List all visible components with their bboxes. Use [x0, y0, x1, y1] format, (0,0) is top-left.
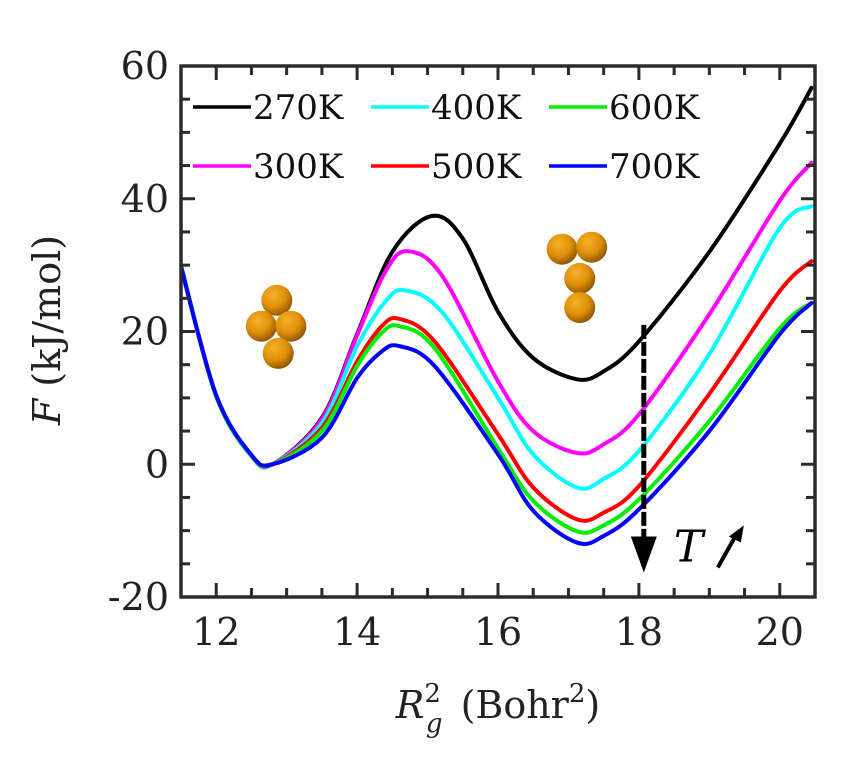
atom-sphere	[576, 231, 608, 263]
atom-sphere	[564, 262, 596, 294]
y-axis-unit: (kJ/mol)	[25, 235, 69, 387]
up-right-arrow-shaft	[716, 534, 738, 569]
cluster-images	[245, 231, 608, 369]
series-line-700K	[181, 264, 814, 547]
x-axis-unit-close: )	[585, 683, 600, 727]
tick-labels: 12 14 16 18 20 -20 0 20 40 60	[108, 44, 804, 654]
legend-item-700K: 700K	[549, 147, 700, 187]
legend-item-270K: 270K	[193, 88, 344, 128]
plot-frame	[179, 64, 817, 599]
x-tick-label: 14	[333, 610, 381, 654]
atom-sphere	[275, 310, 307, 342]
x-axis-subscript: g	[426, 709, 443, 739]
atom-sphere	[564, 292, 596, 324]
x-tick-label: 20	[756, 610, 804, 654]
atom-sphere	[262, 337, 294, 369]
atom-sphere	[546, 233, 578, 265]
x-tick-label: 18	[615, 610, 663, 654]
temperature-annotation: T	[630, 324, 744, 573]
y-axis-symbol: F	[25, 397, 69, 426]
legend-label: 400K	[431, 88, 522, 128]
legend-label: 300K	[253, 147, 344, 187]
legend-label: 500K	[431, 147, 522, 187]
temperature-label: T	[674, 521, 707, 572]
series-lines	[181, 85, 814, 547]
x-tick-label: 12	[192, 610, 240, 654]
legend-item-500K: 500K	[371, 147, 522, 187]
atom-sphere	[245, 310, 277, 342]
y-tick-label: 40	[121, 177, 169, 221]
y-tick-label: 20	[121, 310, 169, 354]
legend-item-600K: 600K	[549, 88, 700, 128]
legend-label: 600K	[609, 88, 700, 128]
x-axis-unit-superscript: 2	[569, 679, 586, 709]
arrow-down-head-icon	[630, 536, 657, 573]
y-axis-label: F (kJ/mol)	[25, 235, 69, 426]
atom-sphere	[261, 284, 293, 316]
legend: 270K 300K 400K 500K 600K 700K	[193, 88, 700, 187]
y-tick-label: 60	[121, 44, 169, 88]
legend-item-300K: 300K	[193, 147, 344, 187]
rhombus-cluster	[245, 284, 307, 369]
x-axis-superscript: 2	[424, 679, 441, 709]
x-axis-symbol: R	[395, 683, 425, 727]
legend-label: 700K	[609, 147, 700, 187]
y-tick-label: 0	[145, 442, 169, 486]
y-shaped-cluster	[546, 231, 608, 324]
x-tick-label: 16	[474, 610, 522, 654]
y-tick-label: -20	[108, 575, 169, 619]
up-right-arrow-icon	[728, 525, 744, 543]
legend-label: 270K	[253, 88, 344, 128]
x-axis-unit: (Bohr	[461, 683, 570, 727]
axes	[179, 64, 817, 599]
legend-item-400K: 400K	[371, 88, 522, 128]
x-axis-label: R2 g (Bohr2)	[395, 679, 600, 739]
